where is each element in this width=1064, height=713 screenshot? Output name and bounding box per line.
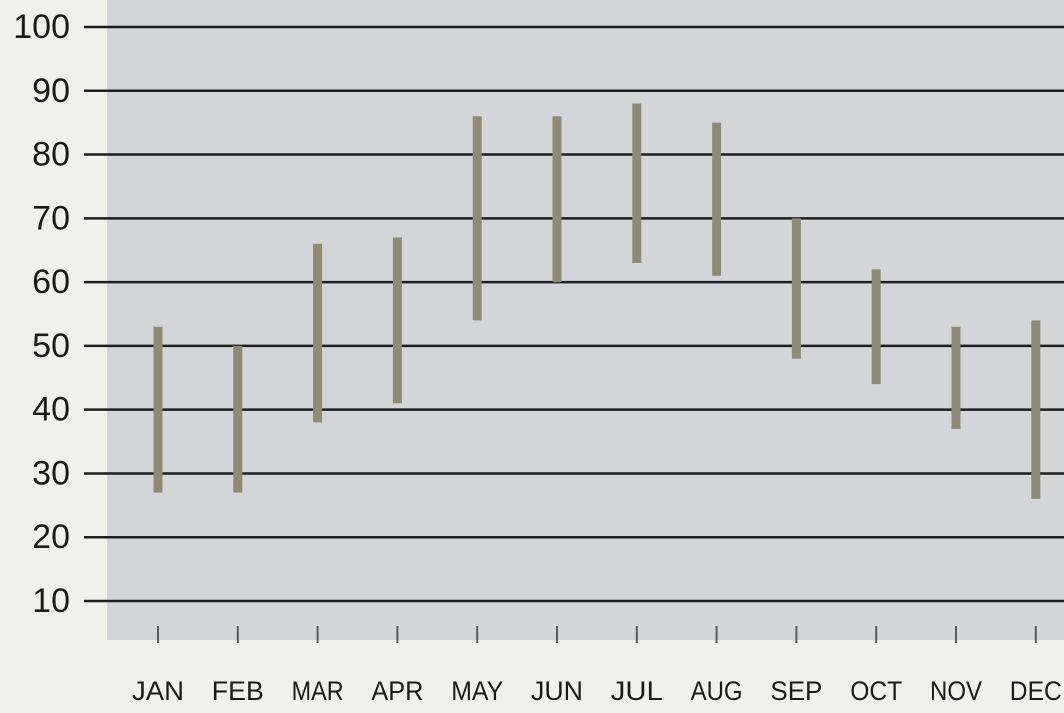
y-tick-label-40: 40: [32, 391, 70, 429]
x-tick-label-aug: AUG: [691, 676, 743, 706]
x-axis-ticks: [157, 626, 1037, 643]
range-bar-jul: [632, 103, 642, 263]
range-bar-dec: [1031, 320, 1041, 499]
x-tick-label-nov: NOV: [930, 676, 982, 706]
x-tick-label-dec: DEC: [1010, 676, 1062, 706]
x-tick-label-feb: FEB: [212, 676, 264, 706]
y-tick-label-50: 50: [32, 327, 70, 365]
x-tick-label-jul: JUL: [611, 676, 663, 706]
x-tick-label-may: MAY: [451, 676, 503, 706]
x-axis-tick-labels: JAN FEB MAR APR MAY JUN JUL AUG SEP OCT NOV DEC: [132, 676, 1062, 706]
x-tick-label-oct: OCT: [850, 676, 902, 706]
y-tick-label-20: 20: [32, 518, 70, 556]
y-tick-label-100: 100: [13, 8, 70, 46]
range-bar-may: [472, 116, 482, 321]
y-tick-label-60: 60: [32, 263, 70, 301]
y-tick-label-70: 70: [32, 199, 70, 237]
range-bar-jun: [552, 116, 562, 283]
range-bar-mar: [313, 243, 323, 423]
range-bar-jan: [153, 326, 163, 493]
y-tick-label-80: 80: [32, 136, 70, 174]
range-bar-apr: [392, 237, 402, 404]
range-bar-aug: [712, 122, 722, 276]
range-bar-feb: [233, 345, 243, 493]
y-axis-tick-labels: 10 20 30 40 50 60 70 80 90 100: [13, 8, 70, 620]
x-tick-label-apr: APR: [371, 676, 423, 706]
gridlines: [84, 25, 1064, 603]
y-tick-label-30: 30: [32, 454, 70, 492]
range-bar-nov: [951, 326, 961, 429]
x-tick-label-sep: SEP: [770, 676, 822, 706]
x-tick-label-mar: MAR: [292, 676, 344, 706]
x-tick-label-jun: JUN: [531, 676, 583, 706]
y-tick-label-90: 90: [32, 72, 70, 110]
plot-area-background: [107, 0, 1064, 640]
range-bar-oct: [871, 269, 881, 385]
range-bar-sep: [791, 218, 801, 359]
y-tick-label-10: 10: [32, 582, 70, 620]
x-tick-label-jan: JAN: [132, 676, 184, 706]
range-bars: [153, 103, 1041, 499]
